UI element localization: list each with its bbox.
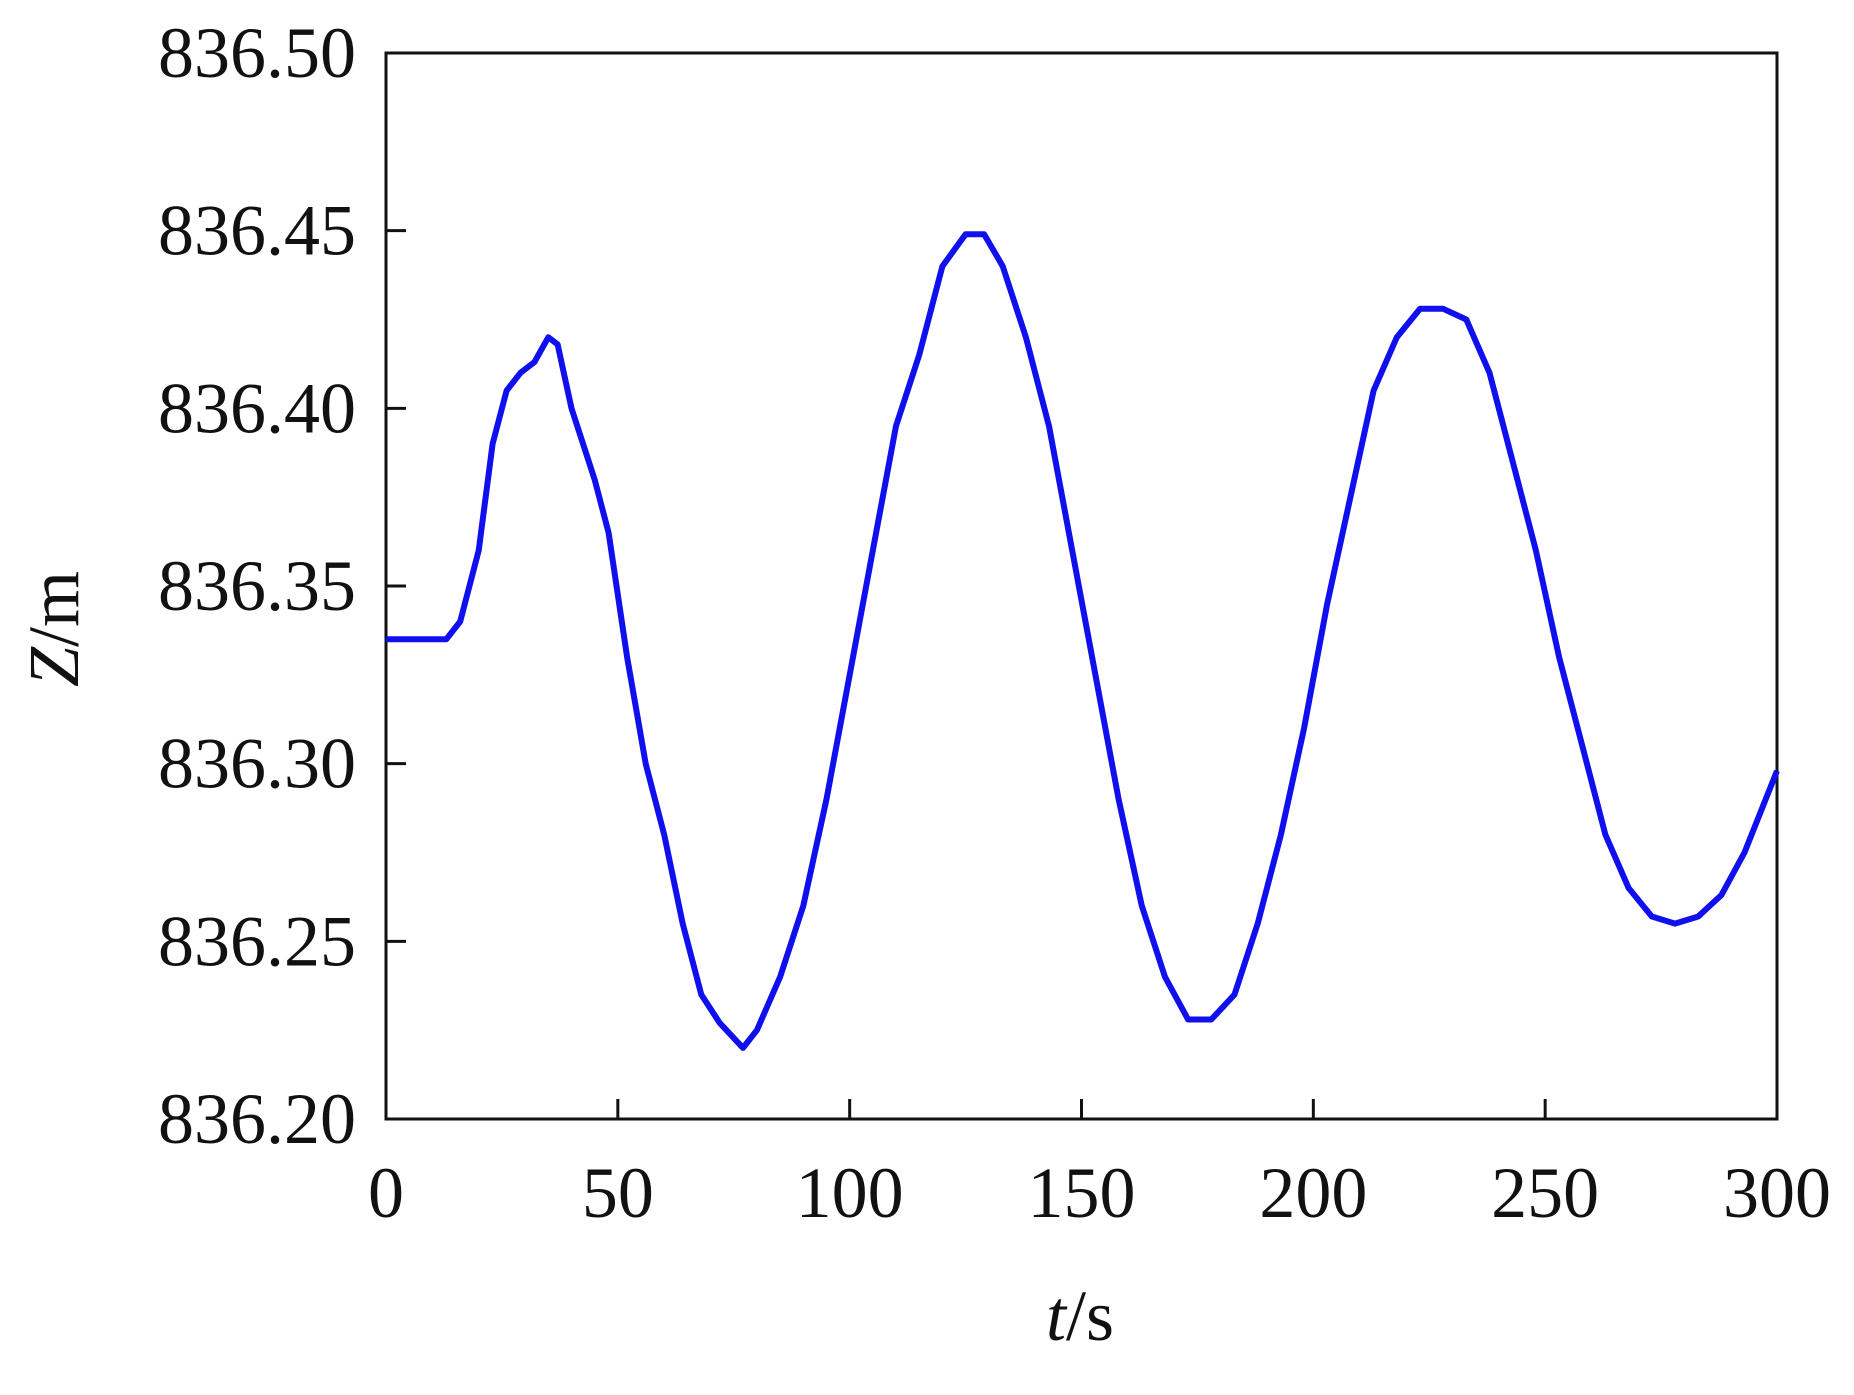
- x-tick-label: 150: [1028, 1153, 1136, 1233]
- y-tick-label: 836.45: [158, 191, 356, 271]
- x-tick-label: 100: [796, 1153, 904, 1233]
- y-tick-label: 836.30: [158, 724, 356, 804]
- x-axis-label: t/s: [1046, 1276, 1114, 1356]
- line-series: [386, 231, 1780, 1051]
- y-tick-label: 836.35: [158, 546, 356, 626]
- x-tick-label: 0: [368, 1153, 404, 1233]
- y-tick-label: 836.50: [158, 13, 356, 93]
- y-axis-label: Z/m: [14, 571, 94, 687]
- x-tick-label: 200: [1259, 1153, 1367, 1233]
- x-tick-label: 250: [1491, 1153, 1599, 1233]
- y-tick-label: 836.25: [158, 901, 356, 981]
- x-tick-label: 300: [1723, 1153, 1831, 1233]
- y-tick-label: 836.40: [158, 368, 356, 448]
- y-tick-label: 836.20: [158, 1079, 356, 1159]
- x-tick-label: 50: [582, 1153, 654, 1233]
